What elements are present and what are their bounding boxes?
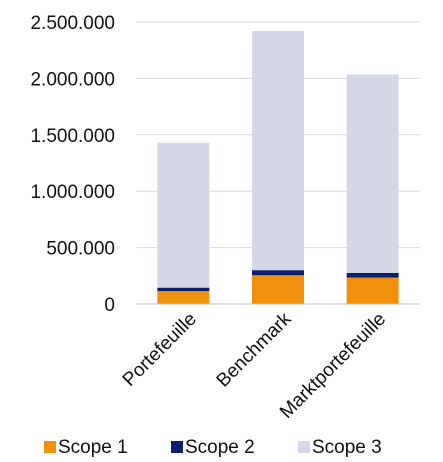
y-tick-label: 500.000 <box>46 239 115 260</box>
legend: Scope 1 Scope 2 Scope 3 <box>44 437 382 458</box>
legend-swatch <box>298 441 310 453</box>
legend-item: Scope 2 <box>171 437 255 458</box>
bar-scope-1-portefeuille <box>157 291 210 304</box>
y-tick-label: 1.500.000 <box>30 126 115 147</box>
x-category-label: Portefeuille <box>119 309 201 391</box>
y-axis-tick-labels: 0 500.000 1.000.000 1.500.000 2.000.000 2.500… <box>30 13 115 316</box>
y-tick-label: 1.000.000 <box>30 182 115 203</box>
legend-label: Scope 1 <box>58 437 128 458</box>
legend-swatch <box>171 441 183 453</box>
legend-label: Scope 2 <box>185 437 255 458</box>
legend-item: Scope 1 <box>44 437 128 458</box>
bar-scope-2-benchmark <box>252 270 304 276</box>
bar-scope-2-marktportefeuille <box>346 272 399 278</box>
legend-swatch <box>44 441 56 453</box>
bar-scope-3-portefeuille <box>157 142 210 288</box>
bar-scope-3-marktportefeuille <box>346 74 399 273</box>
bar-scope-2-portefeuille <box>157 287 210 292</box>
bars <box>157 31 399 304</box>
bar-scope-1-marktportefeuille <box>346 277 399 304</box>
bar-scope-1-benchmark <box>252 275 304 304</box>
legend-item: Scope 3 <box>298 437 382 458</box>
bar-scope-3-benchmark <box>252 31 304 271</box>
y-tick-label: 0 <box>104 295 115 316</box>
y-tick-label: 2.000.000 <box>30 69 115 90</box>
y-tick-label: 2.500.000 <box>30 13 115 34</box>
legend-label: Scope 3 <box>312 437 382 458</box>
x-category-label: Benchmark <box>213 308 296 391</box>
